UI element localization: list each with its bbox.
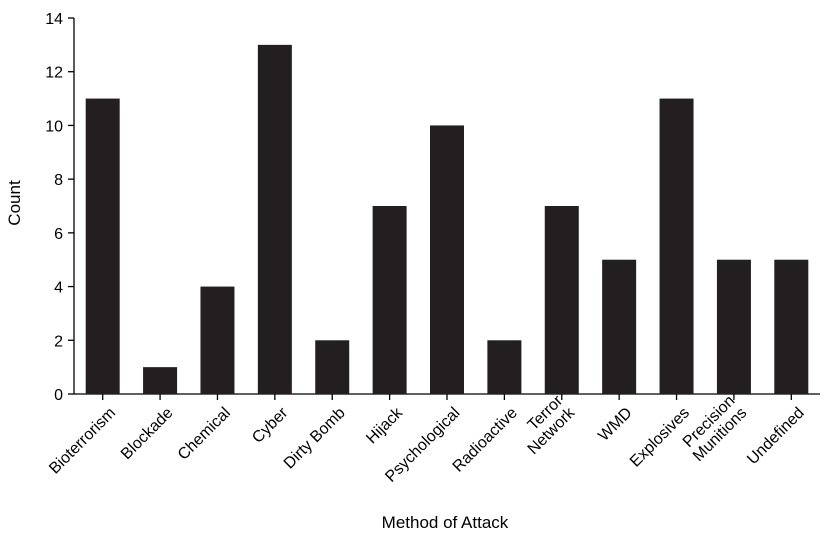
y-tick-label: 8 [54,172,63,189]
x-tick-label: Undefined [744,404,808,468]
x-tick-label: PrecisionMunitions [678,392,750,464]
x-tick-label: TerrorNetwork [513,392,579,458]
bar [774,259,809,394]
y-tick-label: 10 [45,118,63,135]
y-tick-label: 0 [54,387,63,404]
y-axis-title: Count [5,180,24,226]
bar [487,340,522,394]
x-tick-label: WMD [595,404,635,444]
bar [659,98,694,395]
bar [602,259,637,394]
bar [143,367,178,394]
bar [716,259,751,394]
x-tick-label: Blockade [118,404,177,463]
x-tick-label: Hijack [363,404,407,448]
x-tick-label: Chemical [175,404,234,463]
x-axis [74,393,820,400]
y-tick-label: 14 [45,11,63,28]
y-axis: 0 2 4 6 8 10 12 14 [45,11,75,404]
y-tick-label: 2 [54,333,63,350]
x-axis-title: Method of Attack [382,513,509,532]
y-tick-label: 12 [45,65,63,82]
bar [544,206,579,394]
y-tick-label: 4 [54,280,63,297]
y-tick-label: 6 [54,226,63,243]
x-tick-label: Cyber [249,404,292,447]
bar [200,286,235,394]
x-tick-label: Bioterrorism [46,404,119,477]
bar [85,98,120,395]
bar [372,206,407,394]
x-tick-label: Dirty Bomb [281,404,349,472]
bar [257,44,292,394]
bars [85,44,809,395]
bar [315,340,350,394]
bar [430,125,464,394]
